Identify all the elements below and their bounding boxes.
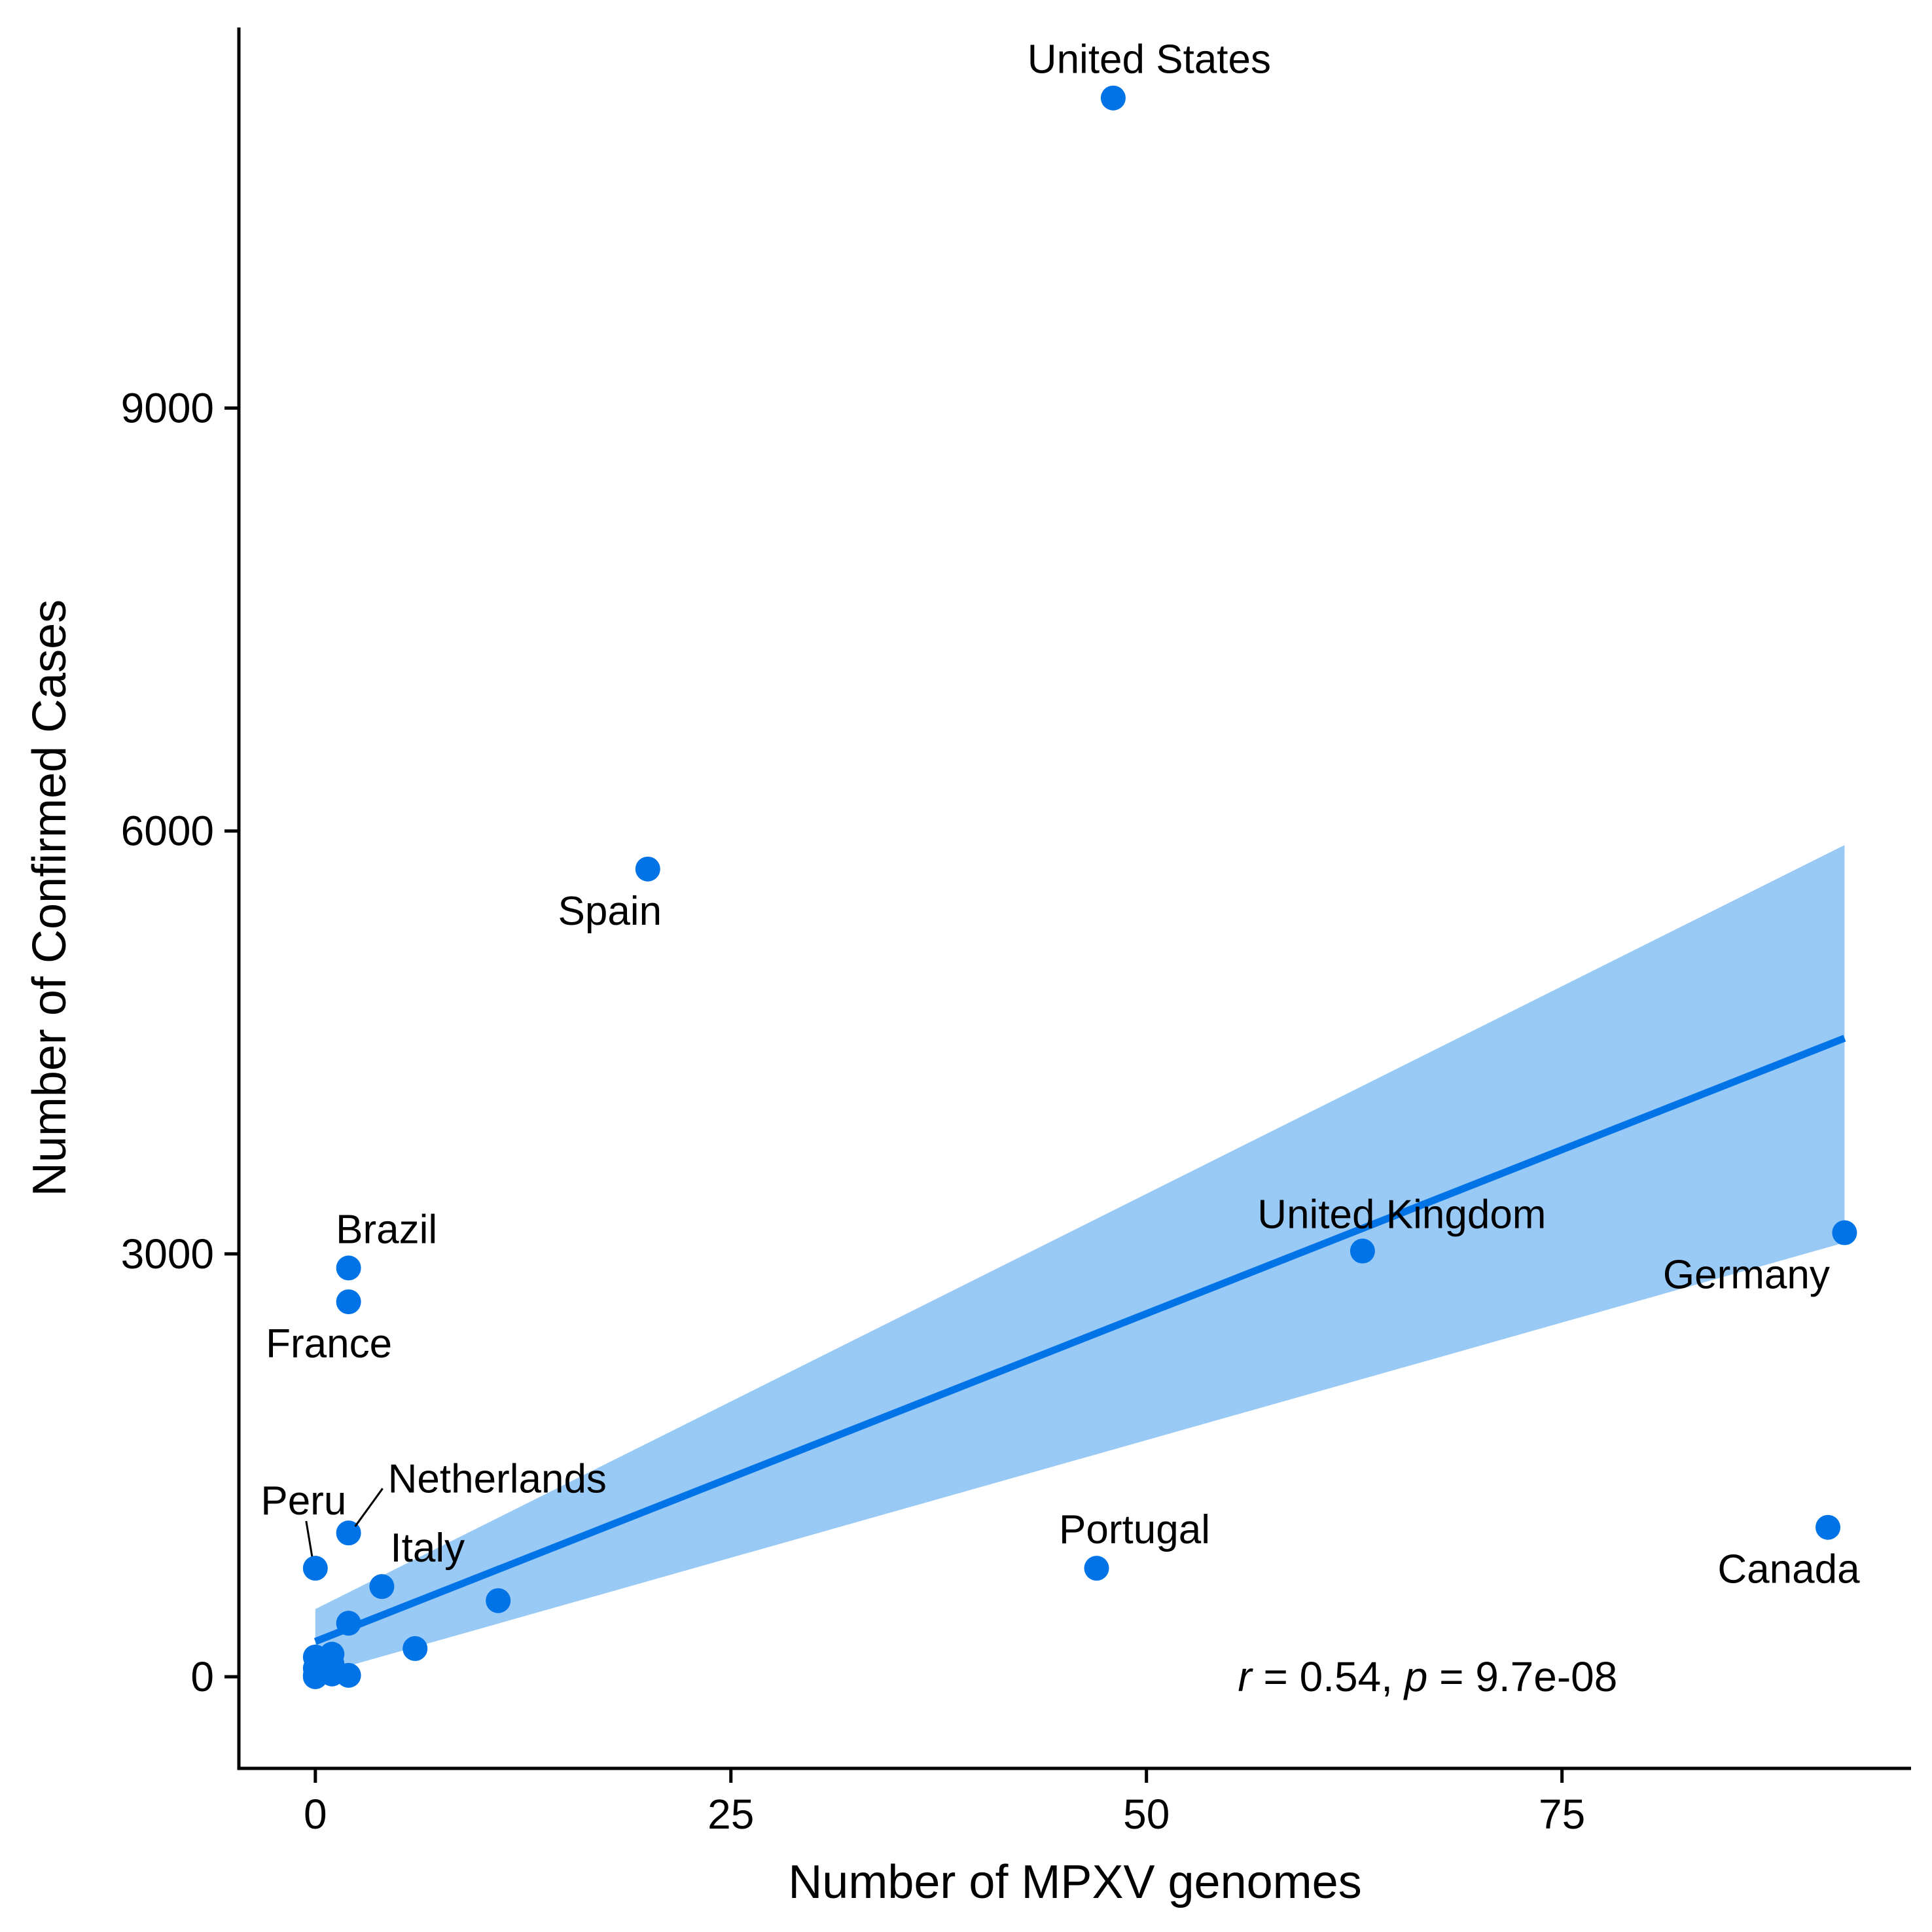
data-point — [1350, 1238, 1375, 1264]
y-tick-label: 6000 — [121, 808, 214, 855]
x-axis-label: Number of MPXV genomes — [788, 1856, 1361, 1908]
regression-line-layer — [313, 1035, 1846, 1645]
point-label: Portugal — [1059, 1507, 1210, 1552]
y-axis-label: Number of Confirmed Cases — [24, 599, 76, 1196]
point-label: Italy — [390, 1526, 465, 1571]
x-tick-label: 75 — [1539, 1791, 1585, 1838]
point-label: Spain — [558, 889, 662, 934]
data-points-layer — [302, 85, 1857, 1689]
point-label: Peru — [260, 1478, 346, 1524]
correlation-annotation: r = 0.54, p = 9.7e-08 — [1238, 1653, 1617, 1700]
p-symbol: p — [1403, 1653, 1428, 1700]
p-value: = 9.7e-08 — [1427, 1653, 1617, 1700]
axes-layer: 0 25 50 75 0 3000 6000 9000 — [121, 27, 1911, 1838]
data-point — [1100, 85, 1126, 111]
confidence-band — [315, 845, 1845, 1675]
y-tick-label: 3000 — [121, 1230, 214, 1278]
point-label: Brazil — [336, 1207, 437, 1252]
regression-line — [313, 1035, 1846, 1645]
confidence-band-layer — [315, 845, 1845, 1675]
x-tick-label: 25 — [707, 1791, 754, 1838]
data-point — [336, 1289, 361, 1315]
r-symbol: r — [1238, 1653, 1253, 1700]
data-point — [336, 1611, 361, 1636]
point-label: Germany — [1663, 1253, 1830, 1298]
point-labels-layer: United States Spain Germany United Kingdom B… — [260, 37, 1860, 1592]
data-point — [302, 1556, 328, 1581]
point-label: United Kingdom — [1257, 1192, 1546, 1238]
point-label: Canada — [1717, 1547, 1860, 1592]
data-point — [1832, 1220, 1857, 1245]
data-point — [302, 1664, 328, 1689]
point-label: Netherlands — [388, 1456, 607, 1501]
label-leader-line — [354, 1488, 384, 1528]
data-point — [1084, 1556, 1109, 1581]
data-point — [1816, 1514, 1841, 1540]
y-tick-label: 0 — [190, 1653, 214, 1700]
data-point — [635, 856, 660, 882]
data-point — [336, 1255, 361, 1281]
data-point — [336, 1520, 361, 1546]
r-value: = 0.54, — [1252, 1653, 1404, 1700]
data-point — [402, 1636, 428, 1661]
data-point — [369, 1574, 395, 1600]
label-leader-line — [305, 1520, 313, 1557]
x-tick-label: 50 — [1123, 1791, 1170, 1838]
x-tick-label: 0 — [304, 1791, 327, 1838]
data-point — [486, 1588, 511, 1613]
point-label: United States — [1028, 37, 1271, 82]
y-tick-label: 9000 — [121, 385, 214, 432]
point-label: France — [266, 1321, 392, 1367]
